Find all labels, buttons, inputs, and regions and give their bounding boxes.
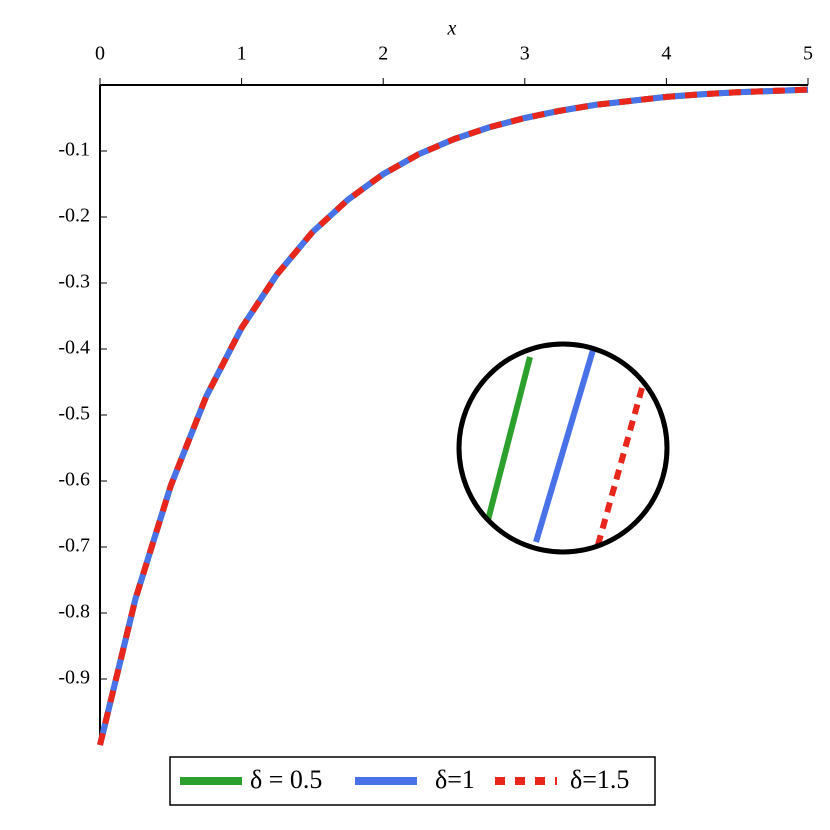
legend-box [169, 756, 656, 806]
legend-label: δ=1.5 [570, 765, 629, 794]
x-tick-label: 4 [661, 43, 671, 65]
x-tick-label: 3 [520, 43, 530, 65]
y-tick-label: -0.9 [58, 667, 90, 689]
y-tick-label: -0.5 [58, 403, 90, 425]
y-tick-label: -0.1 [58, 139, 90, 161]
series-line [97, 86, 809, 746]
y-tick-label: -0.2 [58, 205, 90, 227]
zoom-inset [456, 341, 670, 555]
x-axis-label: x [447, 18, 457, 40]
series-line [97, 86, 809, 746]
legend-label: δ=1 [435, 765, 475, 794]
x-tick-label: 0 [95, 43, 105, 65]
y-tick-label: -0.8 [58, 601, 90, 623]
inset-line [533, 349, 596, 543]
y-tick-label: -0.4 [58, 337, 90, 359]
y-tick-label: -0.3 [58, 271, 90, 293]
inset-circle [456, 341, 670, 555]
y-tick-label: -0.7 [58, 535, 90, 557]
series-line [97, 86, 809, 746]
legend-label: δ = 0.5 [250, 765, 322, 794]
inset-line [485, 356, 533, 521]
x-tick-label: 2 [378, 43, 388, 65]
x-tick-label: 5 [803, 43, 813, 65]
x-tick-label: 1 [237, 43, 247, 65]
y-tick-label: -0.6 [58, 469, 90, 491]
